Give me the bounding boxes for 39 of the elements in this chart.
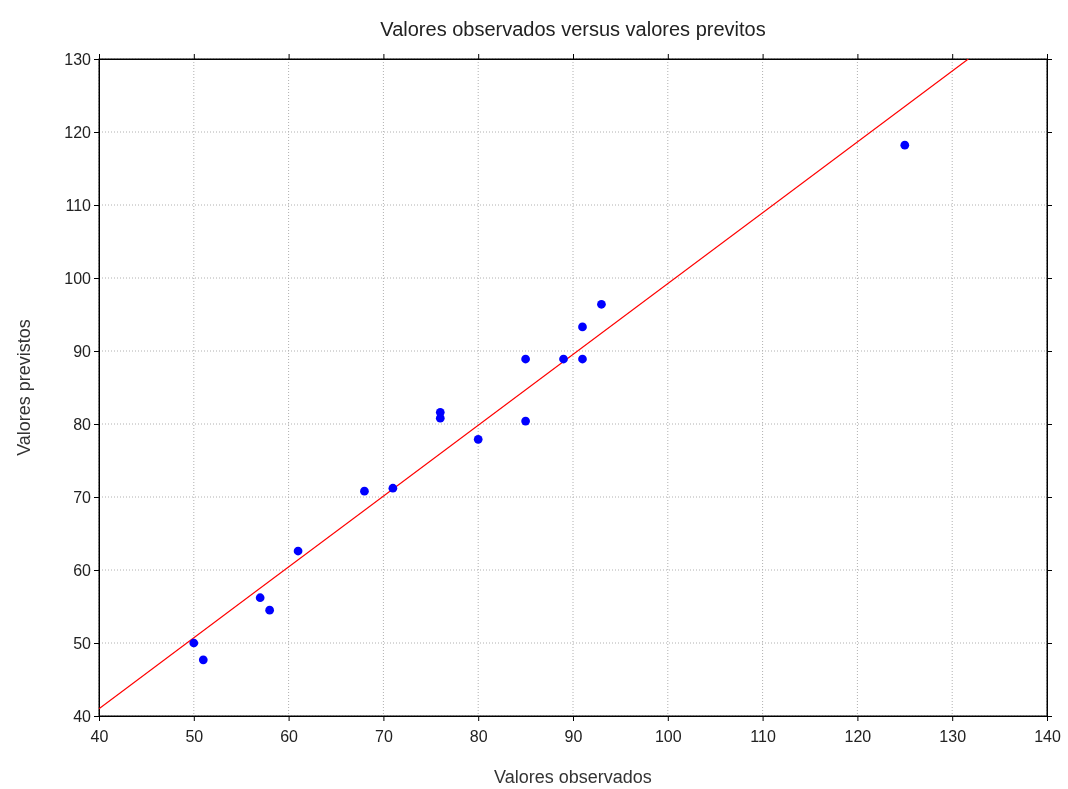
point	[198, 655, 208, 665]
y-tick-label: 60	[73, 561, 92, 579]
x-tick-label: 40	[90, 727, 109, 745]
x-tick-label: 100	[654, 727, 682, 745]
x-tick-label: 110	[750, 727, 776, 745]
x-axis-title: Valores observados	[494, 767, 652, 787]
y-tick-label: 50	[73, 634, 92, 652]
point	[388, 483, 398, 493]
point	[265, 605, 275, 615]
y-tick-label: 90	[73, 342, 92, 360]
y-tick-label: 80	[73, 415, 92, 433]
point	[559, 354, 568, 364]
chart-title: Valores observados versus valores previtos	[380, 18, 766, 40]
y-tick-label: 110	[65, 196, 92, 214]
y-tick-label: 120	[64, 123, 92, 141]
y-tick-label: 70	[73, 488, 92, 506]
x-tick-label: 80	[469, 727, 488, 745]
point	[578, 322, 587, 332]
point	[521, 416, 530, 426]
point	[293, 546, 303, 556]
point	[597, 299, 606, 309]
x-tick-label: 130	[939, 727, 967, 745]
x-tick-label: 70	[375, 727, 393, 745]
y-tick-label: 130	[64, 50, 92, 68]
x-tick-label: 120	[844, 727, 872, 745]
x-tick-label: 90	[564, 727, 583, 745]
point	[900, 140, 910, 150]
point	[360, 486, 369, 496]
y-tick-label: 100	[64, 269, 92, 287]
point	[521, 354, 530, 364]
point	[473, 434, 483, 444]
x-tick-label: 60	[280, 727, 299, 745]
y-axis-title: Valores previstos	[14, 319, 34, 456]
x-tick-label: 140	[1034, 727, 1061, 745]
y-tick-label: 40	[73, 707, 92, 725]
point	[255, 593, 265, 603]
point	[578, 354, 587, 364]
point	[189, 638, 199, 648]
x-tick-label: 50	[185, 727, 204, 745]
